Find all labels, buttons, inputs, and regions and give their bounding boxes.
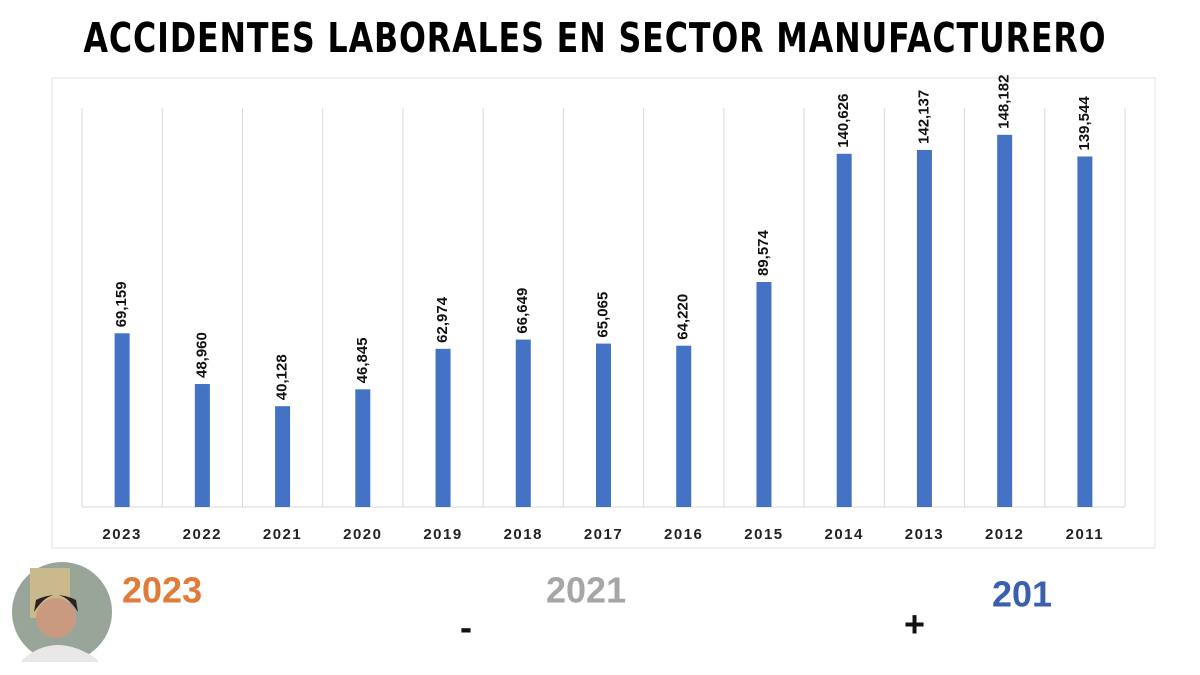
bar <box>515 339 531 507</box>
data-label: 48,960 <box>193 332 210 378</box>
bar <box>435 348 451 507</box>
bar <box>676 345 692 507</box>
bar <box>596 343 611 507</box>
data-label: 66,649 <box>514 288 531 334</box>
annotation: 2021 <box>546 570 626 611</box>
x-tick-label: 2012 <box>985 526 1024 543</box>
chart-title: ACCIDENTES LABORALES EN SECTOR MANUFACTU… <box>84 14 1107 62</box>
data-label: 46,845 <box>354 337 371 383</box>
annotation: 2023 <box>122 570 202 611</box>
bar <box>997 134 1013 507</box>
x-tick-label: 2017 <box>584 526 623 543</box>
bar <box>836 153 852 507</box>
bar <box>275 406 291 507</box>
x-tick-label: 2016 <box>664 526 703 543</box>
data-label: 64,220 <box>675 294 692 340</box>
x-tick-label: 2013 <box>905 526 944 543</box>
x-tick-label: 2019 <box>423 526 462 543</box>
data-label: 69,159 <box>113 281 130 327</box>
bar <box>756 282 772 507</box>
x-tick-label: 2015 <box>744 526 783 543</box>
data-label: 65,065 <box>594 292 611 338</box>
bar <box>355 389 371 507</box>
webcam <box>12 562 112 662</box>
data-label: 40,128 <box>274 354 291 400</box>
x-tick-label: 2022 <box>183 526 222 543</box>
bar <box>194 384 210 507</box>
data-label: 139,544 <box>1076 96 1093 151</box>
bar <box>114 333 130 507</box>
data-label: 89,574 <box>755 229 772 276</box>
x-tick-label: 2018 <box>504 526 543 543</box>
x-tick-label: 2011 <box>1066 526 1105 543</box>
x-tick-label: 2020 <box>343 526 382 543</box>
data-label: 62,974 <box>434 296 451 343</box>
data-label: 148,182 <box>996 75 1013 129</box>
bar <box>1077 156 1093 508</box>
data-label: 140,626 <box>835 94 852 148</box>
annotation: - <box>460 607 472 648</box>
annotation: + <box>904 604 925 645</box>
x-tick-label: 2014 <box>825 526 864 543</box>
annotation: 201 <box>992 574 1052 615</box>
bar <box>916 149 932 508</box>
x-tick-label: 2021 <box>263 526 302 543</box>
x-tick-label: 2023 <box>102 526 141 543</box>
data-label: 142,137 <box>915 90 932 144</box>
